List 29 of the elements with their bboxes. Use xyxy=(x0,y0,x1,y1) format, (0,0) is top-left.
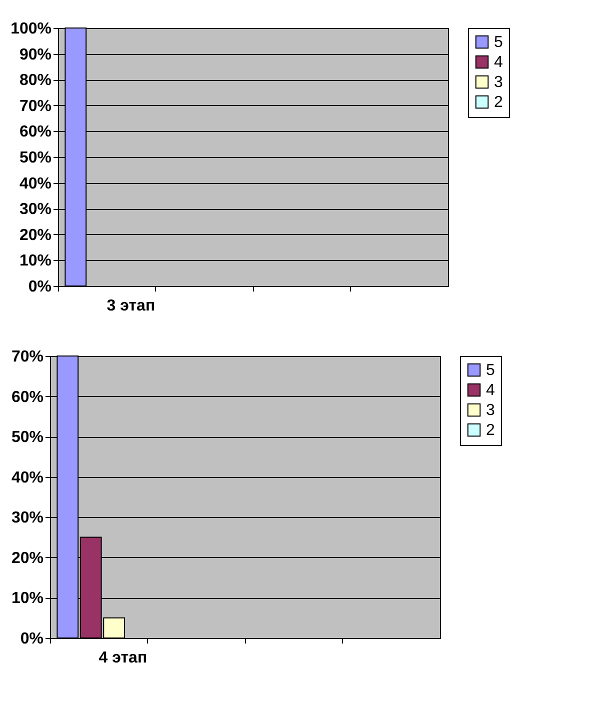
legend-label: 2 xyxy=(494,94,503,111)
legend-label: 5 xyxy=(486,362,495,379)
y-tick-label: 90% xyxy=(19,46,52,64)
legend-label: 3 xyxy=(486,402,495,419)
y-tick-label: 20% xyxy=(19,226,52,244)
legend-label: 3 xyxy=(494,74,503,91)
x-tick-label: 3 этап xyxy=(106,298,156,314)
y-tick-label: 50% xyxy=(11,429,44,446)
y-tick-label: 40% xyxy=(19,175,52,192)
y-tick-label: 50% xyxy=(19,150,52,166)
y-tick-label: 80% xyxy=(19,72,52,90)
legend-label: 5 xyxy=(494,34,503,51)
legend-label: 4 xyxy=(486,382,495,399)
y-tick-label: 70% xyxy=(19,98,52,115)
y-tick-label: 60% xyxy=(11,388,44,406)
y-tick-label: 20% xyxy=(11,550,44,567)
y-tick-label: 30% xyxy=(11,510,44,527)
legend-label: 4 xyxy=(494,54,503,71)
x-tick-label: 4 этап xyxy=(98,650,148,666)
legend-label: 2 xyxy=(486,422,495,439)
y-tick-label: 0% xyxy=(28,278,52,296)
y-tick-label: 60% xyxy=(19,124,52,141)
y-tick-label: 100% xyxy=(10,20,52,38)
y-tick-label: 10% xyxy=(11,590,44,608)
y-tick-label: 0% xyxy=(20,630,44,648)
y-tick-label: 70% xyxy=(11,348,44,366)
y-tick-label: 40% xyxy=(11,469,44,486)
y-tick-label: 30% xyxy=(19,201,52,218)
y-tick-label: 10% xyxy=(19,252,52,270)
